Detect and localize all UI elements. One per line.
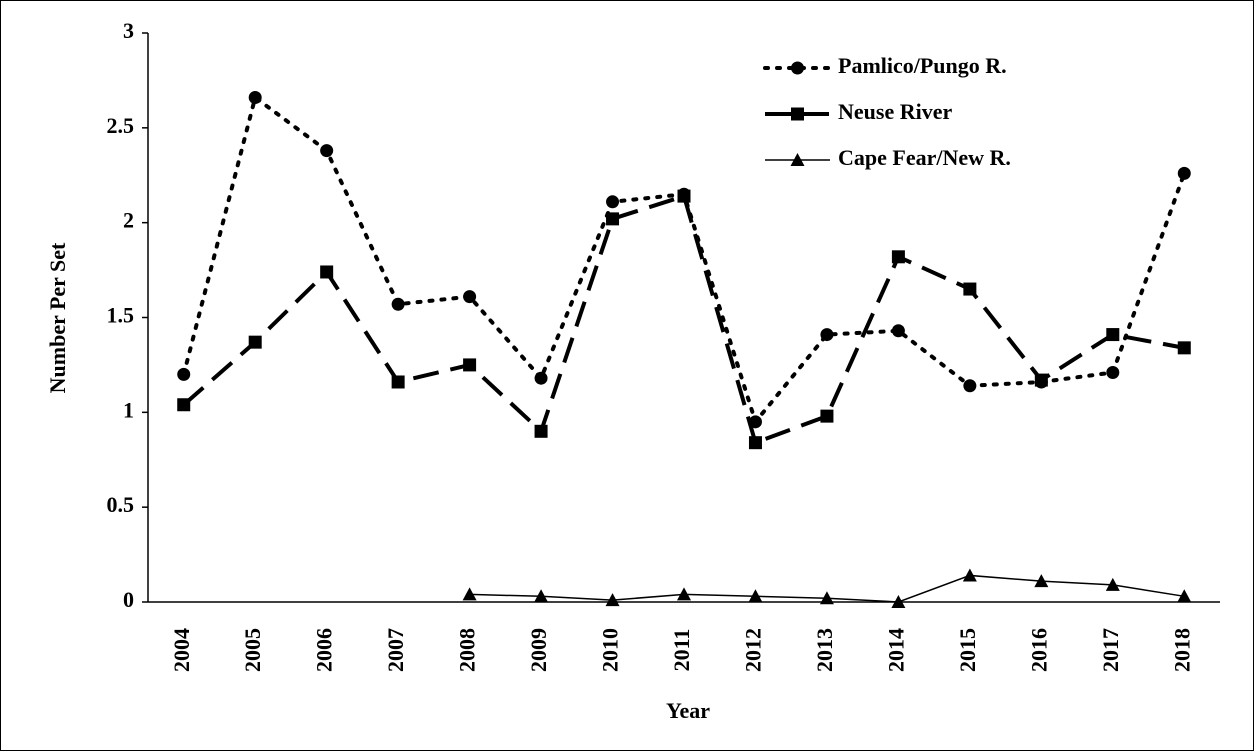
marker — [677, 189, 691, 203]
marker — [463, 290, 477, 304]
legend-label: Neuse River — [838, 99, 952, 124]
marker — [1177, 166, 1191, 180]
marker — [891, 595, 906, 608]
x-tick-label: 2011 — [669, 629, 694, 672]
x-tick-label: 2010 — [598, 628, 623, 672]
marker — [177, 367, 191, 381]
y-tick-label: 2 — [123, 208, 134, 233]
series-line — [182, 193, 1185, 446]
marker — [177, 398, 191, 412]
marker — [462, 587, 477, 601]
x-tick-label: 2004 — [169, 628, 194, 672]
marker — [748, 589, 763, 603]
marker — [320, 144, 334, 158]
legend-label: Pamlico/Pungo R. — [838, 53, 1007, 78]
marker — [820, 409, 834, 423]
marker — [1106, 328, 1120, 342]
x-axis-title: Year — [666, 698, 710, 723]
marker — [891, 250, 905, 264]
marker — [1177, 341, 1191, 355]
y-tick-label: 0 — [123, 587, 134, 612]
marker — [391, 297, 405, 311]
marker — [748, 436, 762, 450]
y-tick-label: 2.5 — [107, 113, 135, 138]
x-tick-label: 2005 — [240, 628, 265, 672]
x-tick-label: 2016 — [1026, 628, 1051, 672]
marker — [1177, 589, 1192, 603]
y-tick-label: 1.5 — [107, 303, 135, 328]
x-tick-label: 2015 — [955, 628, 980, 672]
legend-label: Cape Fear/New R. — [838, 145, 1011, 170]
marker — [534, 589, 549, 603]
marker — [463, 358, 477, 372]
x-tick-label: 2017 — [1098, 628, 1123, 672]
marker — [606, 212, 620, 226]
marker — [248, 335, 262, 349]
marker — [1034, 373, 1048, 387]
y-tick-label: 3 — [123, 18, 134, 43]
marker — [1105, 577, 1120, 591]
marker — [677, 587, 691, 601]
marker — [534, 424, 548, 438]
marker — [391, 375, 405, 389]
marker — [963, 379, 977, 393]
legend-marker — [790, 153, 805, 166]
marker — [962, 568, 977, 582]
x-tick-label: 2006 — [312, 628, 337, 672]
marker — [320, 265, 334, 279]
marker — [819, 591, 834, 605]
marker — [1034, 574, 1049, 588]
legend-marker — [791, 107, 804, 121]
marker — [534, 371, 548, 385]
marker — [1106, 366, 1120, 380]
x-tick-label: 2018 — [1169, 628, 1194, 672]
marker — [820, 328, 834, 342]
marker — [605, 593, 620, 607]
marker — [248, 90, 262, 104]
legend-marker — [791, 61, 804, 75]
x-tick-label: 2013 — [812, 628, 837, 672]
y-tick-label: 1 — [123, 397, 134, 422]
x-tick-label: 2007 — [383, 628, 408, 672]
x-tick-label: 2008 — [455, 628, 480, 672]
x-tick-label: 2014 — [883, 628, 908, 672]
x-tick-label: 2012 — [741, 628, 766, 672]
y-axis-title: Number Per Set — [45, 242, 70, 393]
marker — [606, 195, 620, 209]
y-tick-label: 0.5 — [107, 492, 135, 517]
marker — [963, 282, 977, 296]
x-tick-label: 2009 — [526, 628, 551, 672]
marker — [891, 324, 905, 338]
